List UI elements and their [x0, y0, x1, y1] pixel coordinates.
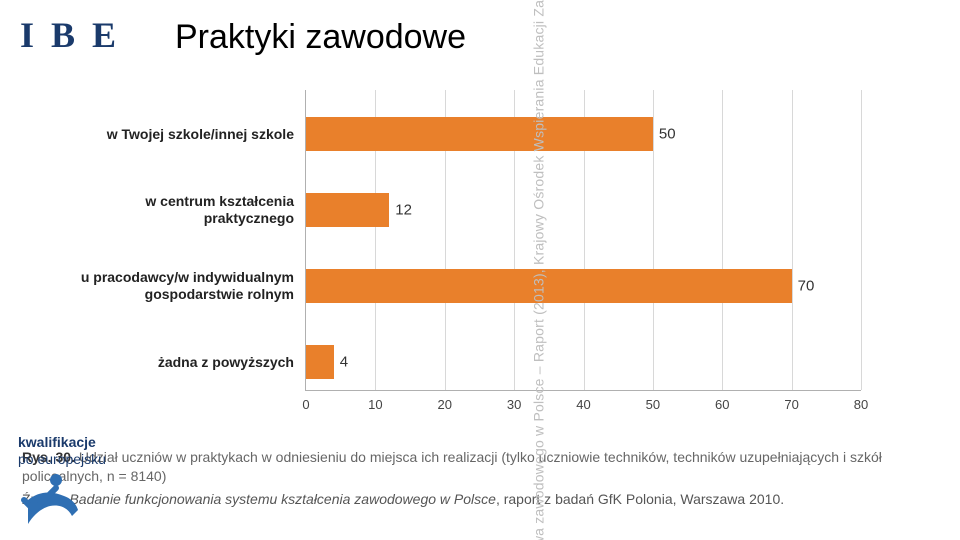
bar — [306, 269, 792, 303]
slide-root: I B E Praktyki zawodowe 0102030405060708… — [0, 0, 960, 540]
bar-value-label: 50 — [659, 126, 676, 143]
bar-row: w Twojej szkole/innej szkole50 — [306, 116, 861, 152]
x-tick-label: 10 — [360, 397, 390, 412]
brand-text: kwalifikacje po europejsku — [18, 434, 106, 468]
brand-line1: kwalifikacje — [18, 434, 106, 451]
bar-category-label: u pracodawcy/w indywidualnym gospodarstw… — [59, 269, 294, 303]
x-tick-label: 40 — [569, 397, 599, 412]
bar — [306, 193, 389, 227]
x-tick-label: 70 — [777, 397, 807, 412]
ibe-logo: I B E — [20, 14, 120, 56]
figure-description: Udział uczniów w praktykach w odniesieni… — [22, 449, 882, 484]
brand-line2: po europejsku — [18, 451, 106, 467]
chart-plot-area: 01020304050607080w Twojej szkole/innej s… — [305, 90, 861, 391]
bar — [306, 117, 653, 151]
x-tick-label: 20 — [430, 397, 460, 412]
x-tick-label: 60 — [707, 397, 737, 412]
bar-row: w centrum kształcenia praktycznego12 — [306, 192, 861, 228]
bar — [306, 345, 334, 379]
bar-category-label: w Twojej szkole/innej szkole — [59, 126, 294, 143]
x-tick-label: 80 — [846, 397, 876, 412]
figure-caption: Rys. 30. Udział uczniów w praktykach w o… — [22, 448, 900, 509]
bar-value-label: 4 — [340, 354, 348, 371]
gridline — [861, 90, 862, 390]
caption-source: Źródło: Badanie funkcjonowania systemu k… — [22, 490, 900, 509]
bar-row: u pracodawcy/w indywidualnym gospodarstw… — [306, 268, 861, 304]
x-tick-label: 0 — [291, 397, 321, 412]
person-checkmark-icon — [20, 470, 80, 530]
bar-row: żadna z powyższych4 — [306, 344, 861, 380]
slide-title: Praktyki zawodowe — [175, 18, 466, 57]
caption-text: Rys. 30. Udział uczniów w praktykach w o… — [22, 449, 882, 484]
bar-value-label: 12 — [395, 202, 412, 219]
bar-value-label: 70 — [798, 278, 815, 295]
vertical-source-text: Źródło: Stan szkolnictwa zawodowego w Po… — [531, 0, 549, 540]
bar-category-label: w centrum kształcenia praktycznego — [59, 193, 294, 227]
bar-category-label: żadna z powyższych — [59, 354, 294, 371]
x-tick-label: 30 — [499, 397, 529, 412]
bar-chart: 01020304050607080w Twojej szkole/innej s… — [60, 90, 870, 430]
x-tick-label: 50 — [638, 397, 668, 412]
source-title-italic: Badanie funkcjonowania systemu kształcen… — [69, 491, 495, 507]
